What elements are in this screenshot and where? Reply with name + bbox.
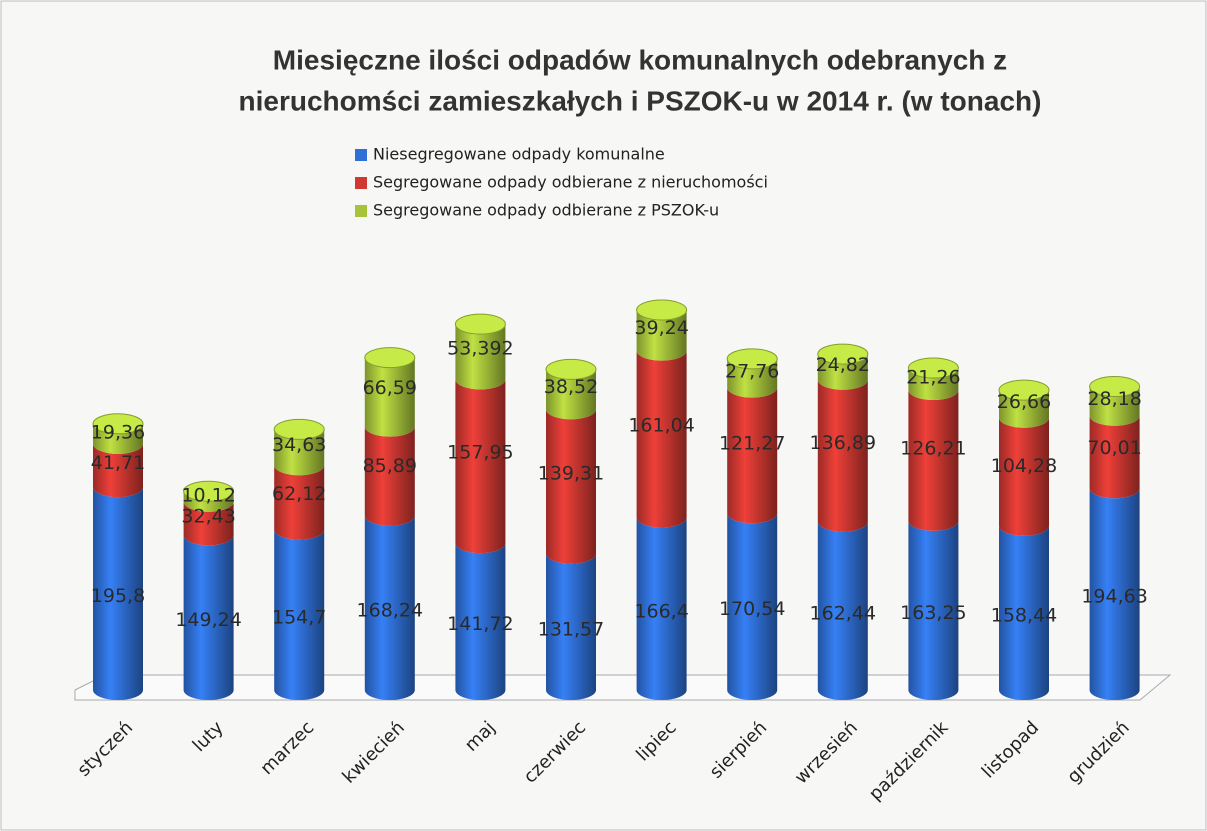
cylinder-segment [93,443,143,498]
value-label: 21,26 [906,366,960,388]
cylinder-segment [183,535,234,700]
chart-title: Miesięczne ilości odpadów komunalnych od… [273,44,1007,75]
chart-title: nieruchomści zamieszkałych i PSZOK-u w 2… [239,85,1042,116]
value-label: 38,52 [544,376,598,398]
value-label: 136,89 [810,432,876,454]
cylinder-segment [364,515,415,700]
cylinder-segment [817,379,868,532]
cylinder-segment [364,357,415,437]
cylinder-cap [636,299,688,321]
cylinder-segment [274,529,325,700]
cylinder-cap [183,480,235,502]
value-label: 157,95 [447,442,513,464]
value-label: 194,63 [1081,586,1147,608]
value-label: 24,82 [816,354,870,376]
cylinder-segment [1089,386,1140,426]
value-label: 28,18 [1087,388,1141,410]
value-label: 41,71 [91,452,145,474]
cylinder-cap [817,343,869,365]
cylinder-cap [454,313,506,335]
legend-label: Niesegregowane odpady komunalne [373,145,665,164]
cylinder-cap [907,357,959,379]
cylinder-segment [1089,415,1140,499]
value-label: 10,12 [181,484,235,506]
cylinder-cap [998,379,1050,401]
cylinder-cap [364,347,416,369]
cylinder-segment [364,426,415,526]
cylinder-segment [455,543,506,700]
cylinder-segment [455,379,506,554]
cylinder-segment [93,423,143,454]
value-label: 166,4 [634,600,688,622]
legend-label: Segregowane odpady odbierane z PSZOK-u [373,201,719,220]
cylinder-segment [636,350,687,528]
value-label: 85,89 [363,455,417,477]
value-label: 53,392 [447,338,513,360]
cylinder-segment [908,390,959,531]
cylinder-segment [999,390,1049,428]
value-label: 121,27 [719,433,785,455]
cylinder-segment [183,501,234,546]
value-label: 39,24 [634,317,688,339]
value-label: 195,8 [91,585,145,607]
cylinder-cap [545,358,597,380]
value-label: 154,7 [272,606,326,628]
cylinder-segment [908,367,959,401]
cylinder-segment [999,525,1049,700]
cylinder-segment [908,520,959,700]
value-label: 62,12 [272,483,326,505]
cylinder-segment [546,553,596,700]
value-label: 163,25 [900,602,966,624]
cylinder-segment [546,409,596,564]
value-label: 141,72 [447,613,513,635]
cylinder-segment [727,387,778,524]
cylinder-segment [274,429,325,476]
value-label: 34,63 [272,434,326,456]
cylinder-segment [546,369,596,420]
value-label: 139,31 [538,463,604,485]
cylinder-segment [636,310,687,361]
value-label: 158,44 [991,604,1057,626]
cylinder-segment [817,521,868,700]
value-label: 168,24 [357,599,423,621]
cylinder-cap [726,348,778,370]
value-label: 126,21 [900,437,966,459]
legend-marker [355,205,367,217]
value-label: 66,59 [363,377,417,399]
value-label: 32,43 [181,505,235,527]
value-label: 161,04 [628,414,694,436]
cylinder-cap [1089,376,1141,398]
cylinder-cap [92,413,144,435]
cylinder-segment [636,517,687,700]
cylinder-segment [455,324,506,390]
cylinder-segment [274,465,325,540]
value-label: 149,24 [175,609,241,631]
legend-marker [355,177,367,189]
cylinder-segment [1089,488,1140,700]
value-label: 131,57 [538,618,604,640]
value-label: 162,44 [810,602,876,624]
value-label: 170,54 [719,598,785,620]
value-label: 19,36 [91,421,145,443]
cylinder-segment [93,487,143,700]
cylinder-segment [727,513,778,700]
value-label: 27,76 [725,360,779,382]
legend-label: Segregowane odpady odbierane z nieruchom… [373,173,768,192]
cylinder-cap [273,418,325,440]
value-label: 104,28 [991,455,1057,477]
value-label: 70,01 [1087,437,1141,459]
value-label: 26,66 [997,391,1051,413]
legend-marker [355,149,367,161]
cylinder-segment [999,417,1049,536]
cylinder-segment [727,358,778,398]
